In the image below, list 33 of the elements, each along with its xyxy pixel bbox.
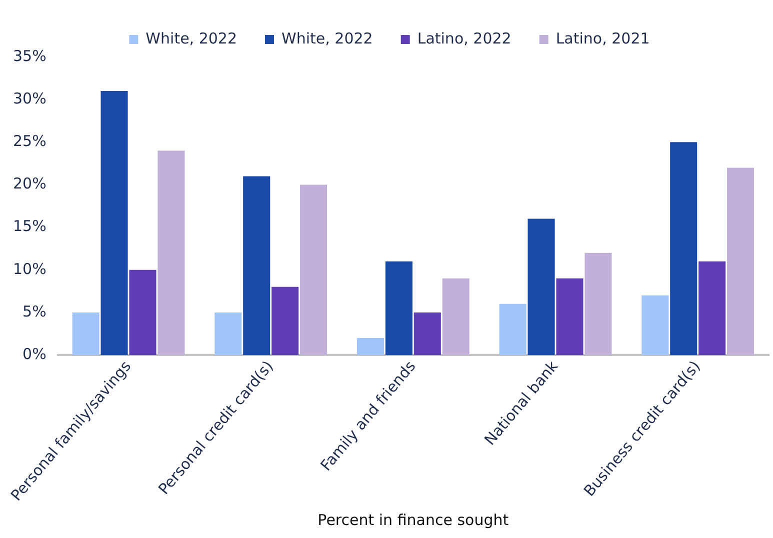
bar	[100, 91, 128, 356]
bar	[243, 176, 270, 356]
legend-label: White, 2022	[146, 29, 238, 48]
bar	[129, 270, 156, 356]
bar	[272, 286, 299, 356]
bar	[442, 278, 470, 356]
bar	[414, 312, 441, 356]
y-tick-label: 5%	[22, 302, 46, 320]
bar	[356, 338, 384, 356]
legend-label: Latino, 2022	[417, 29, 512, 48]
bar	[556, 278, 584, 356]
bar	[214, 312, 242, 356]
y-tick-label: 0%	[22, 344, 46, 363]
bar	[300, 184, 328, 356]
bar	[158, 150, 185, 356]
y-tick-label: 25%	[12, 132, 46, 150]
bar	[72, 312, 100, 356]
bar	[528, 218, 555, 356]
bar	[499, 304, 526, 356]
bar	[698, 261, 726, 356]
y-tick-label: 15%	[12, 217, 46, 236]
x-axis-title: Percent in finance sought	[318, 510, 509, 529]
bar	[584, 252, 612, 356]
y-tick-label: 10%	[12, 260, 46, 278]
bar	[385, 261, 412, 356]
y-tick-label: 35%	[12, 46, 46, 65]
bar	[727, 168, 754, 356]
y-tick-label: 30%	[12, 89, 46, 108]
legend-label: White, 2022	[282, 29, 373, 48]
bar	[670, 142, 698, 356]
y-tick-label: 20%	[12, 174, 46, 193]
bar	[642, 295, 669, 356]
legend-label: Latino, 2021	[556, 29, 650, 48]
